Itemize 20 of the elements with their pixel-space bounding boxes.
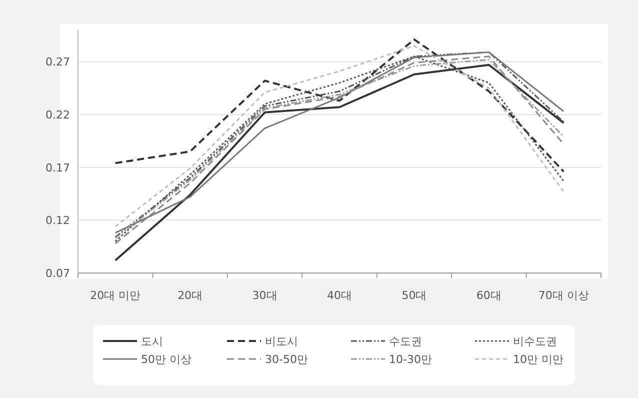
legend-label: 비수도권 xyxy=(513,335,557,348)
y-tick-label: 0.17 xyxy=(46,161,70,174)
x-tick-label: 40대 xyxy=(327,289,352,302)
y-tick-label: 0.27 xyxy=(46,56,70,69)
x-tick-label: 30대 xyxy=(252,289,278,302)
legend-label: 10-30만 xyxy=(389,353,432,366)
legend-label: 수도권 xyxy=(389,335,422,348)
legend-label: 비도시 xyxy=(265,335,298,348)
y-tick-label: 0.22 xyxy=(46,108,70,122)
x-tick-label: 60대 xyxy=(476,289,502,302)
y-tick-label: 0.12 xyxy=(46,214,70,228)
legend-label: 10만 미만 xyxy=(513,353,564,366)
y-tick-label: 0.07 xyxy=(46,267,70,280)
legend-label: 50만 이상 xyxy=(141,353,192,366)
x-tick-label: 50대 xyxy=(402,289,427,302)
legend-label: 도시 xyxy=(141,335,163,348)
x-tick-label: 20대 xyxy=(178,289,203,302)
x-tick-label: 70대 이상 xyxy=(538,289,589,302)
x-tick-label: 20대 미만 xyxy=(90,289,141,302)
legend-label: 30-50만 xyxy=(265,353,308,366)
